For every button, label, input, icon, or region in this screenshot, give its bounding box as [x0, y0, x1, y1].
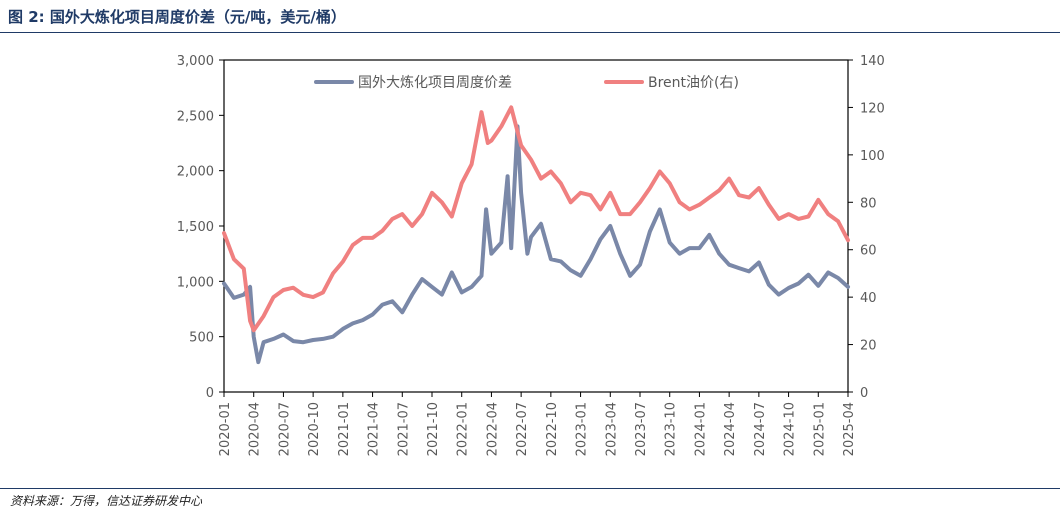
figure-title: 图 2: 国外大炼化项目周度价差（元/吨，美元/桶）: [8, 8, 346, 26]
legend-label: Brent油价(右): [648, 75, 739, 91]
right-tick-label: 140: [860, 54, 885, 69]
left-tick-label: 1,500: [177, 220, 214, 235]
right-tick-label: 60: [860, 244, 877, 259]
plot-frame: [223, 59, 849, 393]
right-tick-label: 80: [860, 196, 877, 211]
x-tick-label: 2022-04: [485, 402, 500, 456]
left-tick-label: 2,000: [177, 165, 214, 180]
left-tick-label: 500: [189, 331, 214, 346]
right-tick-label: 120: [860, 101, 885, 116]
x-tick-label: 2020-04: [248, 402, 263, 456]
x-tick-label: 2021-04: [367, 402, 382, 456]
right-tick-label: 40: [860, 291, 877, 306]
source-note: 资料来源：万得，信达证券研发中心: [10, 494, 203, 508]
left-tick-label: 3,000: [177, 54, 214, 69]
left-tick-label: 2,500: [177, 109, 214, 124]
x-tick-label: 2024-01: [693, 402, 708, 456]
x-tick-label: 2020-01: [218, 402, 233, 456]
series-line-spread: [222, 124, 850, 365]
x-tick-label: 2022-07: [515, 402, 530, 456]
x-tick-label: 2024-04: [723, 402, 738, 456]
x-tick-label: 2021-10: [426, 402, 441, 456]
right-tick-label: 0: [860, 386, 868, 401]
x-tick-label: 2024-10: [783, 402, 798, 456]
left-tick-label: 1,000: [177, 275, 214, 290]
top-rule: [0, 32, 1060, 33]
x-tick-label: 2025-01: [812, 402, 827, 456]
right-tick-label: 100: [860, 149, 885, 164]
x-tick-label: 2022-10: [545, 402, 560, 456]
x-tick-label: 2020-07: [277, 402, 292, 456]
x-tick-label: 2024-07: [753, 402, 768, 456]
x-tick-label: 2025-04: [842, 402, 857, 456]
right-tick-label: 20: [860, 339, 877, 354]
x-tick-label: 2022-01: [456, 402, 471, 456]
x-tick-label: 2023-07: [634, 402, 649, 456]
x-tick-label: 2023-04: [604, 402, 619, 456]
x-tick-label: 2020-10: [307, 402, 322, 456]
x-tick-label: 2023-10: [664, 402, 679, 456]
legend-label: 国外大炼化项目周度价差: [358, 75, 512, 91]
x-tick-label: 2021-07: [396, 402, 411, 456]
x-tick-label: 2021-01: [337, 402, 352, 456]
series-line-brent: [222, 105, 850, 333]
bottom-rule: [0, 488, 1060, 489]
left-tick-label: 0: [206, 386, 214, 401]
x-tick-label: 2023-01: [575, 402, 590, 456]
